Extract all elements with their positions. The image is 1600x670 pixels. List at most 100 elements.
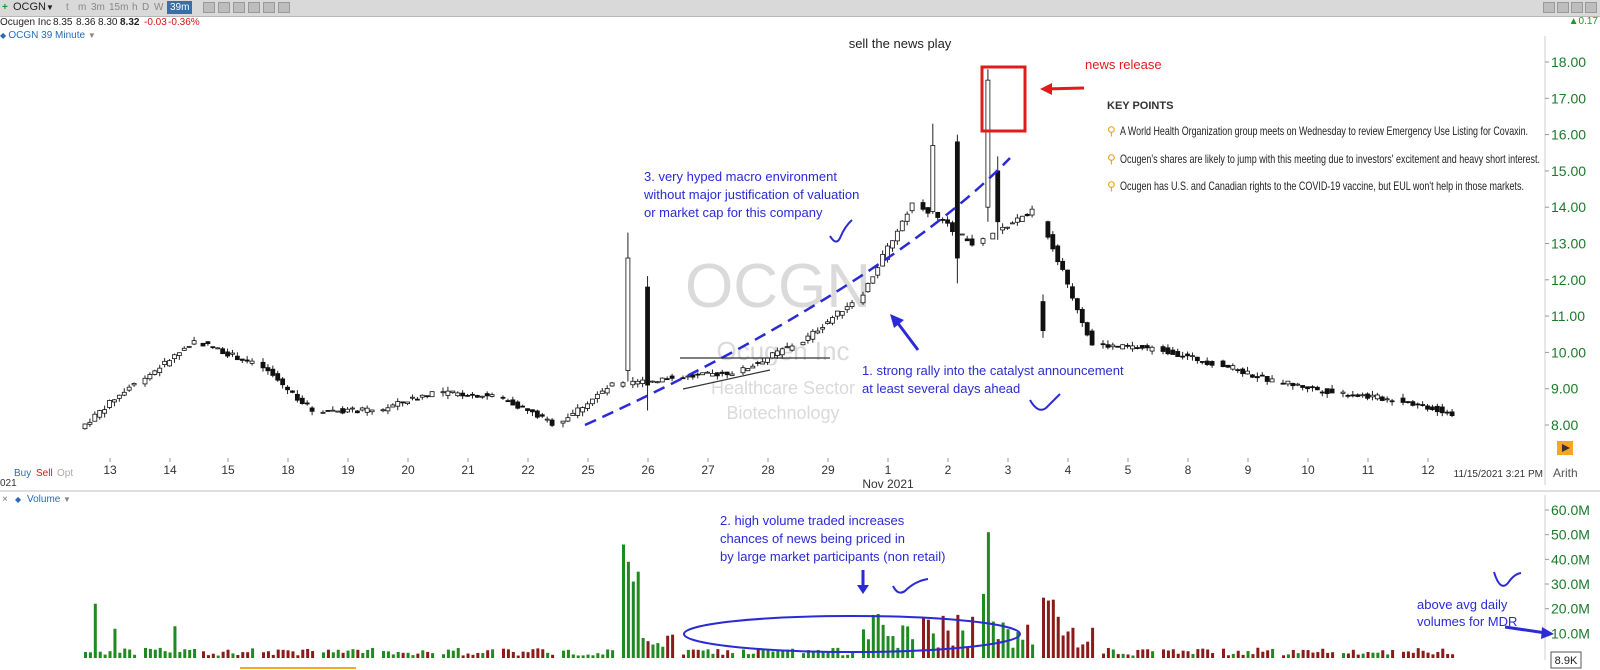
candle	[205, 341, 211, 345]
key-point-1: A World Health Organization group meets …	[1120, 124, 1528, 138]
candle	[484, 393, 490, 397]
tf-d[interactable]: D	[142, 2, 150, 13]
close-icon[interactable]	[1571, 2, 1583, 13]
opt-button[interactable]: Opt	[57, 468, 73, 479]
volume-bar	[188, 649, 192, 658]
x-tick-label: 5	[1125, 463, 1132, 477]
candle	[1105, 344, 1111, 348]
tf-3m[interactable]: 3m	[91, 2, 105, 13]
candle	[515, 401, 521, 409]
candle	[1355, 394, 1361, 397]
tf-w[interactable]: W	[154, 2, 164, 13]
candle	[239, 358, 245, 361]
price-tick-label: 11.00	[1551, 308, 1585, 324]
link-icon[interactable]	[263, 2, 275, 13]
candle	[1050, 234, 1056, 250]
price-tick-label: 17.00	[1551, 90, 1586, 106]
volume-tick-label: 10.0M	[1551, 625, 1590, 641]
candle	[810, 330, 816, 340]
candle	[1285, 380, 1291, 385]
arith-label[interactable]: Arith	[1553, 466, 1578, 480]
volume-bar	[216, 655, 220, 658]
volume-bar	[1236, 650, 1240, 658]
symbol-field[interactable]: OCGN	[13, 1, 46, 13]
more-icon[interactable]	[278, 2, 290, 13]
candle	[340, 408, 346, 414]
x-tick-label: 26	[641, 463, 655, 477]
price-tick-label: 16.00	[1551, 127, 1586, 143]
candle	[359, 407, 365, 411]
volume-bar	[1306, 650, 1310, 658]
candle	[705, 371, 710, 374]
candle	[770, 352, 775, 359]
buy-button[interactable]: Buy	[14, 468, 31, 479]
maximize-icon[interactable]	[1585, 2, 1597, 13]
volume-bar	[1271, 648, 1275, 658]
candle	[724, 371, 730, 376]
candle	[1240, 368, 1246, 375]
watermark-sector: Healthcare Sector	[711, 378, 855, 398]
candle	[609, 382, 615, 387]
candle	[659, 377, 665, 383]
volume-bar	[682, 654, 685, 658]
volume-bar	[786, 649, 790, 658]
candle	[1055, 245, 1061, 263]
chevron-down-icon[interactable]: ▼	[46, 3, 54, 12]
tf-15m[interactable]: 15m	[109, 2, 129, 13]
volume-bar	[551, 654, 555, 658]
last-volume-box	[1550, 651, 1582, 669]
key-pin-icon: ⚲	[1107, 124, 1116, 138]
volume-bar	[1146, 649, 1150, 658]
study-row[interactable]: ◆ OCGN 39 Minute ▼	[0, 30, 96, 41]
candle	[1010, 222, 1015, 225]
window-icon[interactable]	[1543, 2, 1555, 13]
volume-bar	[1402, 651, 1405, 658]
tf-t[interactable]: t	[66, 2, 69, 13]
chevron-down-icon[interactable]: ▼	[87, 31, 96, 40]
candle	[630, 380, 636, 386]
candle	[191, 340, 197, 345]
candle	[479, 395, 485, 398]
volume-tick-label: 30.0M	[1551, 576, 1590, 592]
volume-bar	[202, 651, 205, 658]
volume-bar	[1301, 649, 1305, 658]
x-tick-label: 13	[103, 463, 117, 477]
chevron-down-icon[interactable]: ▼	[63, 495, 71, 504]
candle	[260, 361, 266, 369]
symbol-plus-icon[interactable]: +	[2, 2, 8, 13]
candle	[844, 306, 850, 311]
annotation-2-line-3: by large market participants (non retail…	[720, 549, 945, 564]
pin-icon[interactable]	[1557, 2, 1569, 13]
chart-type-icon[interactable]	[203, 2, 215, 13]
volume-bar	[113, 628, 117, 658]
volume-bar	[108, 651, 112, 658]
volume-bar	[926, 619, 930, 658]
volume-label[interactable]: Volume	[27, 494, 61, 505]
volume-bar	[811, 652, 815, 658]
key-point-3: Ocugen has U.S. and Canadian rights to t…	[1120, 179, 1524, 193]
tf-active[interactable]: 39m	[167, 1, 193, 14]
volume-bar	[346, 650, 350, 658]
volume-bar	[1251, 654, 1255, 658]
tf-m[interactable]: m	[78, 2, 87, 13]
candle	[714, 372, 720, 377]
volume-bar	[601, 654, 605, 658]
price-tick-label: 14.00	[1551, 199, 1586, 215]
volume-bar	[1006, 629, 1010, 658]
volume-bar	[1151, 651, 1155, 658]
tf-h[interactable]: h	[132, 2, 138, 13]
candle	[830, 317, 835, 324]
candle	[112, 399, 117, 403]
volume-bar	[911, 639, 915, 658]
cursor-icon[interactable]	[218, 2, 230, 13]
draw-icon[interactable]	[233, 2, 245, 13]
study-icon[interactable]	[248, 2, 260, 13]
candle	[849, 302, 855, 307]
volume-bar	[306, 648, 310, 658]
volume-close-icon[interactable]: ×	[2, 494, 8, 505]
volume-bar	[951, 645, 955, 658]
sell-button[interactable]: Sell	[36, 468, 53, 479]
volume-bar	[881, 624, 885, 658]
volume-bar	[746, 654, 750, 658]
volume-bar	[411, 655, 415, 658]
